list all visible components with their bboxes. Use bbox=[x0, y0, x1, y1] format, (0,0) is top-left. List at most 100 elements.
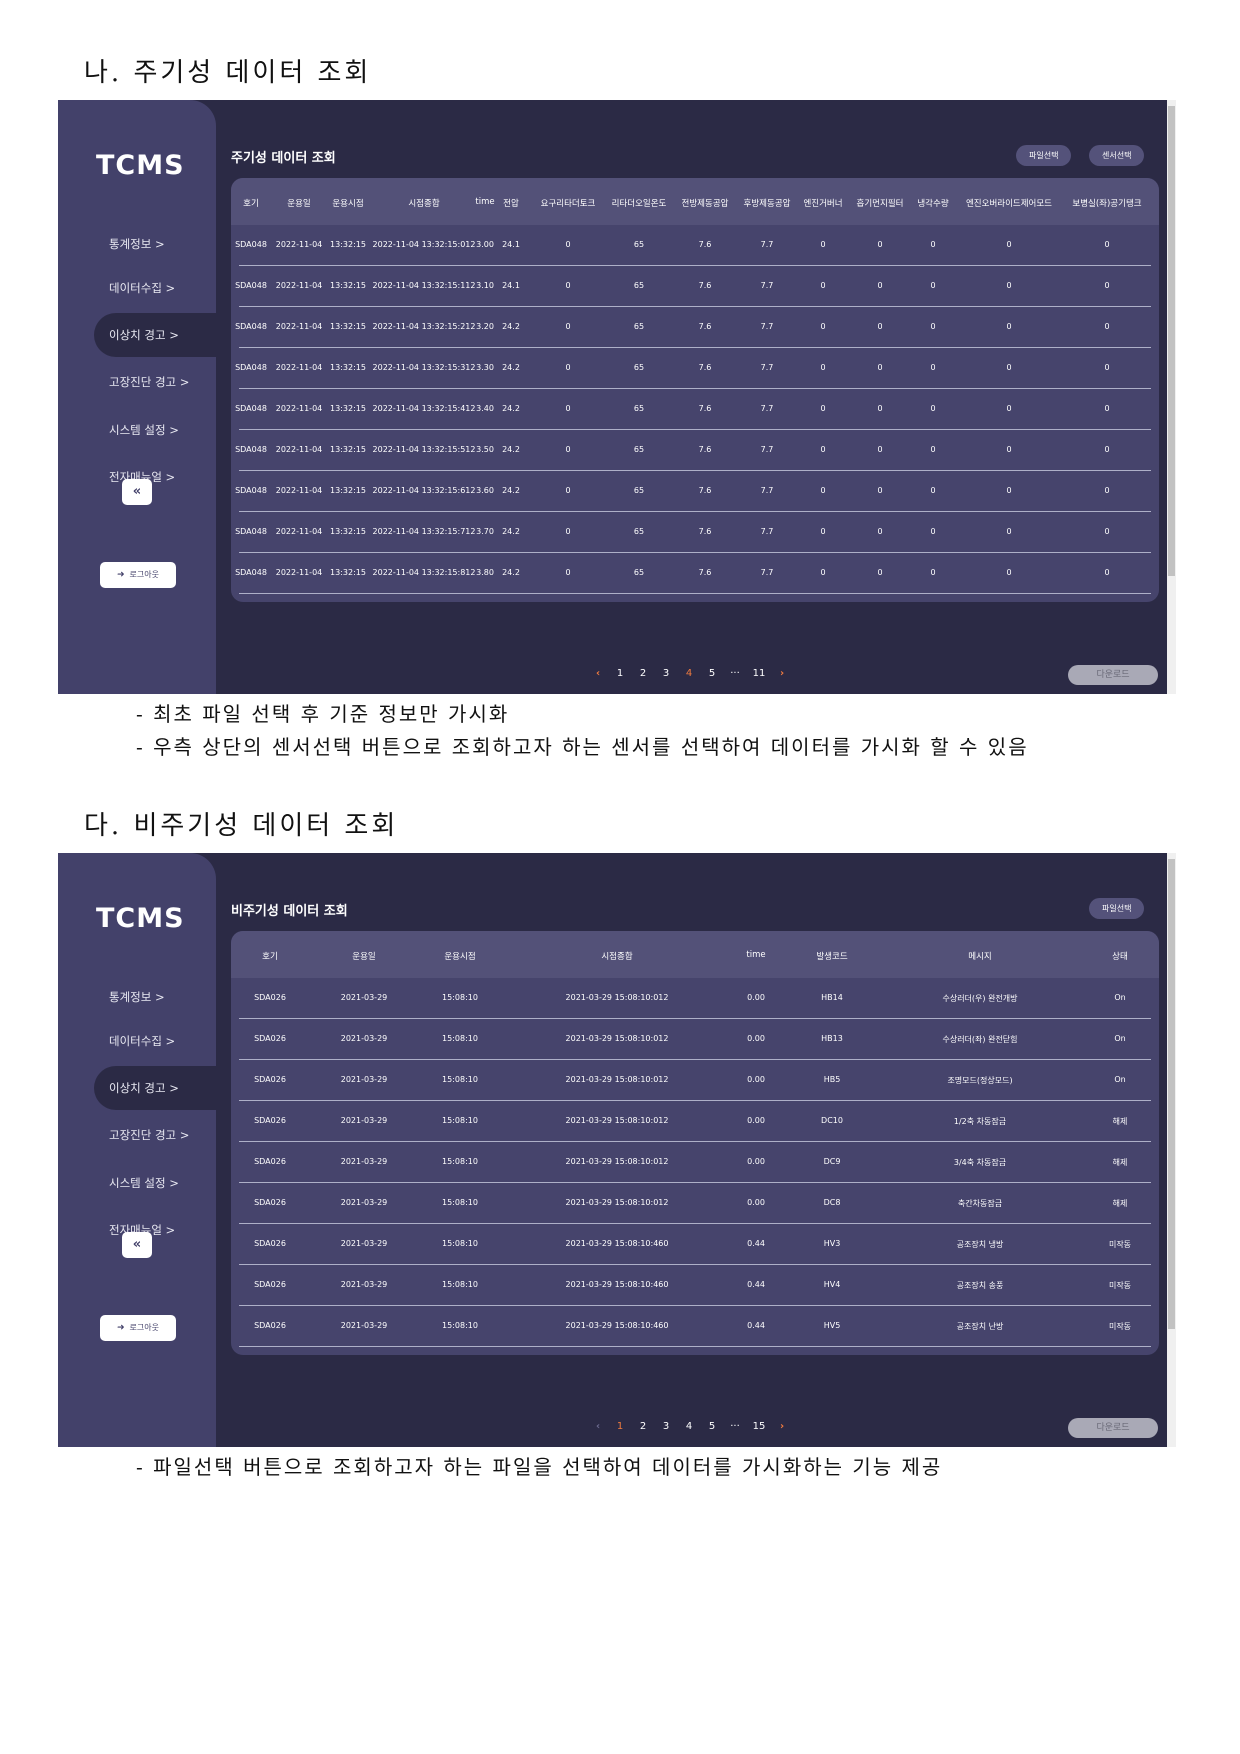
pagination-page[interactable]: 2 bbox=[639, 1421, 647, 1432]
column-header[interactable]: 후방제동공압 bbox=[743, 199, 791, 209]
sidebar: TCMS 통계정보 > 데이터수집 > 이상치 경고 > 고장진단 경고 > 시스템 설정… bbox=[58, 853, 216, 1447]
column-header[interactable]: 호기 bbox=[262, 952, 278, 962]
logout-button[interactable]: ➜ 로그아웃 bbox=[100, 1315, 176, 1341]
column-header[interactable]: time bbox=[475, 197, 495, 207]
sidebar-nav-item[interactable]: 이상치 경고 > bbox=[94, 1066, 216, 1110]
column-header[interactable]: 호기 bbox=[243, 199, 259, 209]
column-header[interactable]: 운용시점 bbox=[444, 952, 476, 962]
download-button[interactable]: 다운로드 bbox=[1068, 1418, 1158, 1438]
pagination-page[interactable]: 15 bbox=[752, 1421, 766, 1432]
pagination-page[interactable]: 5 bbox=[708, 668, 716, 679]
column-header[interactable]: 시점종합 bbox=[408, 199, 440, 209]
sidebar-nav-item[interactable]: 통계정보 > bbox=[109, 237, 165, 251]
column-header[interactable]: 발생코드 bbox=[816, 952, 848, 962]
table-cell: 해제 bbox=[1112, 1199, 1128, 1208]
column-header[interactable]: 엔진오버라이드제어모드 bbox=[965, 199, 1053, 209]
table-cell: HB14 bbox=[821, 993, 843, 1002]
sidebar-nav-item[interactable]: 데이터수집 > bbox=[109, 281, 176, 295]
table-cell: 0.44 bbox=[747, 1239, 765, 1248]
pagination-next-button[interactable]: › bbox=[779, 668, 785, 679]
pagination-page[interactable]: 2 bbox=[639, 668, 647, 679]
logout-label: 로그아웃 bbox=[129, 1323, 159, 1332]
column-header[interactable]: 리타더오일온도 bbox=[611, 199, 667, 209]
download-button[interactable]: 다운로드 bbox=[1068, 665, 1158, 685]
table-cell: 2022-11-04 bbox=[275, 322, 323, 331]
collapse-sidebar-button[interactable]: « bbox=[122, 1232, 152, 1258]
table-cell: 2021-03-29 15:08:10:012 bbox=[565, 1198, 669, 1207]
file-select-button[interactable]: 파일선택 bbox=[1089, 898, 1145, 919]
column-header[interactable]: 운용일 bbox=[287, 199, 311, 209]
section-title-periodic: 나. 주기성 데이터 조회 bbox=[84, 58, 372, 88]
pagination-page[interactable]: 3 bbox=[662, 668, 670, 679]
pagination-page[interactable]: 5 bbox=[708, 1421, 716, 1432]
pagination-next-button[interactable]: › bbox=[779, 1421, 785, 1432]
table-cell: 24.2 bbox=[502, 568, 520, 577]
sidebar-nav-item[interactable]: 시스템 설정 > bbox=[109, 1176, 179, 1190]
column-header[interactable]: 엔진거버너 bbox=[803, 199, 843, 209]
column-header[interactable]: time bbox=[746, 950, 766, 960]
scrollbar-thumb[interactable] bbox=[1168, 859, 1175, 1329]
column-header[interactable]: 상태 bbox=[1112, 952, 1128, 962]
column-header[interactable]: 흡기먼지필터 bbox=[856, 199, 904, 209]
sidebar-nav-item[interactable]: 시스템 설정 > bbox=[109, 423, 179, 437]
sidebar-nav-item[interactable]: 데이터수집 > bbox=[109, 1034, 176, 1048]
pagination-prev-button[interactable]: ‹ bbox=[595, 668, 601, 679]
scrollbar[interactable] bbox=[1167, 100, 1176, 694]
pagination-page[interactable]: 4 bbox=[685, 668, 693, 679]
scrollbar-thumb[interactable] bbox=[1168, 106, 1175, 576]
sensor-select-button[interactable]: 센서선택 bbox=[1089, 145, 1145, 166]
table-cell: 0 bbox=[565, 404, 571, 413]
pagination-prev-button[interactable]: ‹ bbox=[595, 1421, 601, 1432]
column-header[interactable]: 보병실(좌)공기탱크 bbox=[1072, 199, 1142, 209]
column-header[interactable]: 시점종합 bbox=[601, 952, 633, 962]
column-header[interactable]: 요구리타더토크 bbox=[540, 199, 596, 209]
column-header[interactable]: 메시지 bbox=[968, 952, 992, 962]
table-cell: 7.7 bbox=[760, 363, 774, 372]
pagination-page[interactable]: 4 bbox=[685, 1421, 693, 1432]
column-header[interactable]: 운용일 bbox=[352, 952, 376, 962]
pagination-page[interactable]: 1 bbox=[616, 1421, 624, 1432]
column-header[interactable]: 전방제동공압 bbox=[681, 199, 729, 209]
pagination-page[interactable]: 1 bbox=[616, 668, 624, 679]
table-cell: 24.2 bbox=[502, 404, 520, 413]
table-cell: 24.2 bbox=[502, 445, 520, 454]
scrollbar[interactable] bbox=[1167, 853, 1176, 1447]
collapse-sidebar-button[interactable]: « bbox=[122, 479, 152, 505]
page-title: 주기성 데이터 조회 bbox=[231, 151, 336, 166]
column-header[interactable]: 전압 bbox=[503, 199, 519, 209]
column-header[interactable]: 냉각수량 bbox=[917, 199, 949, 209]
pagination-page[interactable]: 11 bbox=[752, 668, 766, 679]
table-cell: 해제 bbox=[1112, 1158, 1128, 1167]
sidebar: TCMS 통계정보 > 데이터수집 > 이상치 경고 > 고장진단 경고 > 시스템 설정… bbox=[58, 100, 216, 694]
pagination-page[interactable]: 3 bbox=[662, 1421, 670, 1432]
table-cell: 0 bbox=[1104, 404, 1110, 413]
sidebar-nav-item[interactable]: 통계정보 > bbox=[109, 990, 165, 1004]
logout-button[interactable]: ➜ 로그아웃 bbox=[100, 562, 176, 588]
file-select-button[interactable]: 파일선택 bbox=[1016, 145, 1072, 166]
column-header[interactable]: 운용시점 bbox=[332, 199, 364, 209]
table-cell: 0 bbox=[1104, 363, 1110, 372]
sidebar-nav-item[interactable]: 고장진단 경고 > bbox=[109, 375, 190, 389]
sidebar-nav-item[interactable]: 이상치 경고 > bbox=[94, 313, 216, 357]
sidebar-nav-item[interactable]: 고장진단 경고 > bbox=[109, 1128, 190, 1142]
